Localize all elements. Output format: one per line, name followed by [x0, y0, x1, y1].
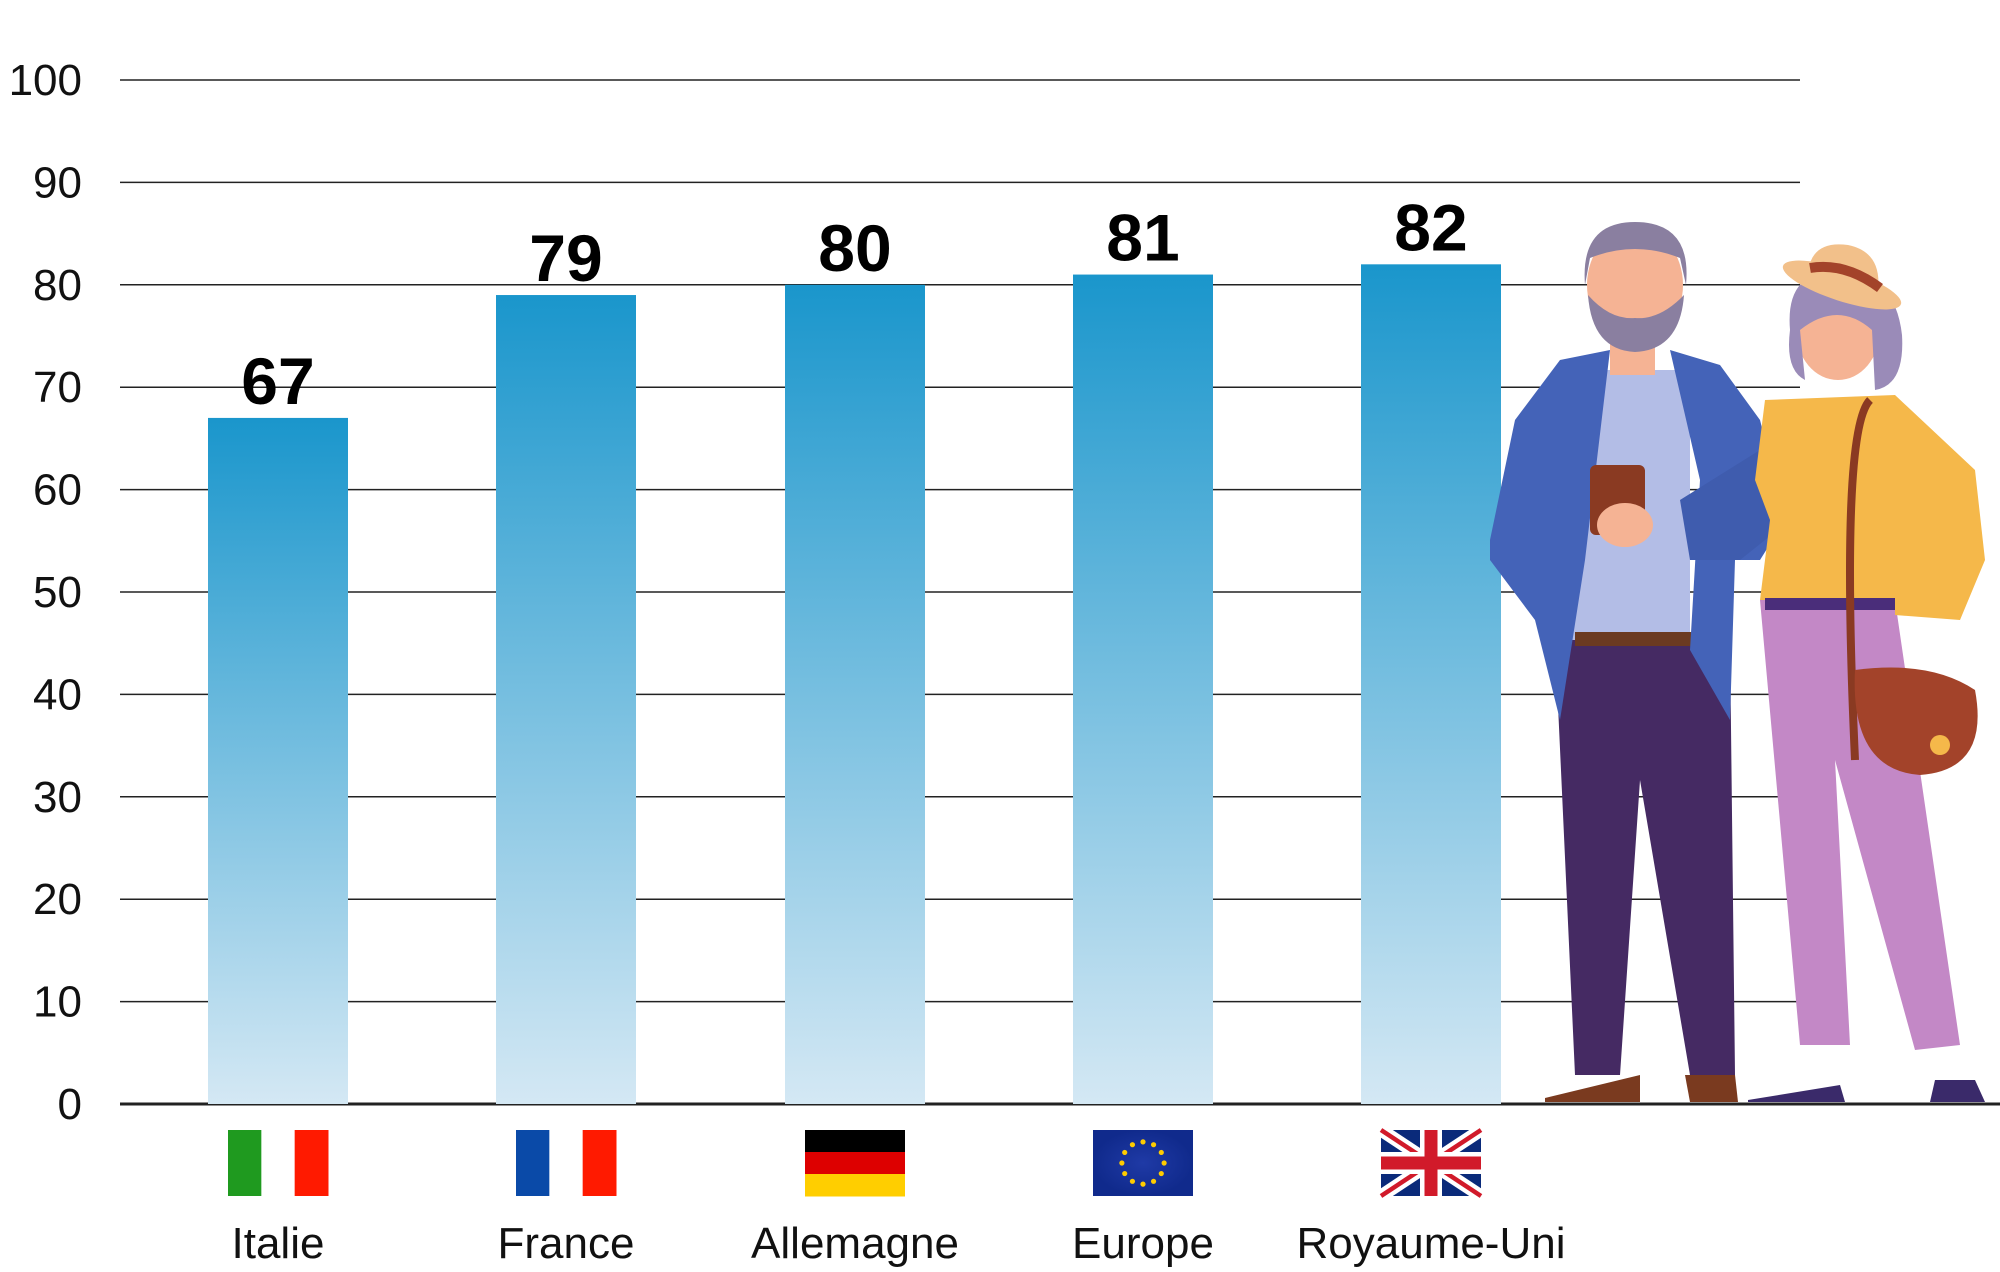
- y-tick-label: 90: [33, 158, 82, 207]
- data-label: 80: [818, 211, 891, 285]
- y-tick-label: 80: [33, 261, 82, 310]
- senior-couple-illustration: [1490, 222, 1985, 1102]
- bars: [208, 264, 1501, 1104]
- flags: [228, 1124, 1485, 1202]
- data-label: 81: [1106, 201, 1179, 275]
- y-tick-label: 0: [58, 1080, 82, 1129]
- data-label: 82: [1394, 190, 1467, 264]
- data-labels: 67 79 80 81 82: [241, 190, 1467, 418]
- man-figure: [1490, 222, 1790, 1102]
- y-tick-label: 30: [33, 773, 82, 822]
- germany-flag: [805, 1130, 905, 1197]
- woman-figure: [1748, 244, 1985, 1102]
- y-tick-label: 10: [33, 978, 82, 1027]
- y-tick-label: 50: [33, 568, 82, 617]
- bar-royaume-uni: [1361, 264, 1501, 1104]
- bar-europe: [1073, 274, 1213, 1104]
- category-label: France: [498, 1219, 635, 1267]
- uk-flag: [1377, 1124, 1485, 1202]
- france-flag: [516, 1130, 617, 1196]
- gridlines: [120, 79, 2000, 1106]
- eu-flag: [1093, 1130, 1193, 1196]
- y-tick-label: 60: [33, 466, 82, 515]
- y-tick-label: 70: [33, 363, 82, 412]
- category-label: Royaume-Uni: [1297, 1219, 1566, 1267]
- y-tick-label: 20: [33, 875, 82, 924]
- bar-france: [496, 295, 636, 1104]
- y-axis-ticks: 0 10 20 30 40 50 60 70 80 90 100: [9, 56, 82, 1129]
- data-label: 79: [529, 221, 602, 295]
- bar-italie: [208, 417, 348, 1104]
- y-tick-label: 40: [33, 670, 82, 719]
- category-label: Allemagne: [751, 1219, 959, 1267]
- category-label: Europe: [1072, 1219, 1214, 1267]
- data-label: 67: [241, 344, 314, 418]
- bar-allemagne: [785, 284, 925, 1104]
- italy-flag: [228, 1130, 329, 1196]
- category-labels: Italie France Allemagne Europe Royaume-Uni: [232, 1219, 1566, 1268]
- y-tick-label: 100: [9, 56, 82, 105]
- category-label: Italie: [232, 1219, 325, 1267]
